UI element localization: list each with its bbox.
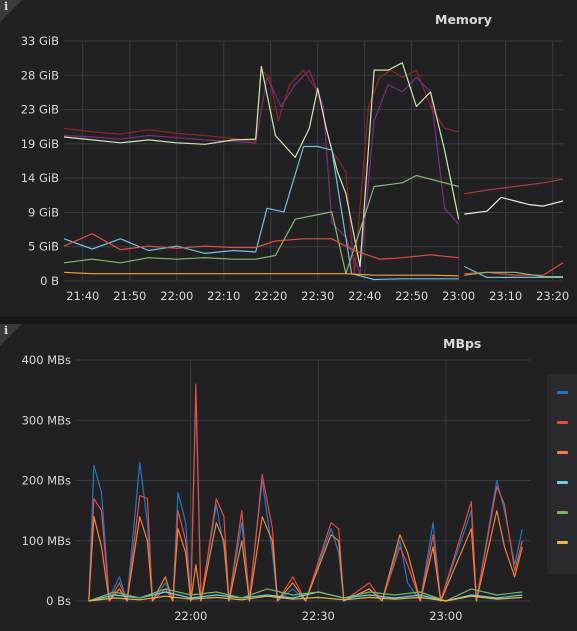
series-line[interactable] [88, 588, 523, 602]
series-line[interactable] [63, 62, 460, 268]
series-line[interactable] [464, 178, 564, 195]
x-tick-label: 22:10 [207, 289, 240, 303]
y-tick-label: 23 GiB [21, 103, 59, 117]
series-line[interactable] [63, 69, 459, 275]
legend-swatch[interactable] [557, 421, 568, 424]
series-line[interactable] [464, 196, 564, 215]
mbps-chart: 0 Bs 100 MBs 200 MBs 300 MBs 400 MBs 22:00 22:… [22, 353, 530, 623]
memory-panel-title[interactable]: Memory [435, 12, 492, 27]
series-line[interactable] [63, 271, 459, 277]
legend-swatch[interactable] [557, 481, 568, 484]
info-corner[interactable]: i [0, 324, 22, 346]
legend-swatch[interactable] [557, 541, 568, 544]
y-tick-label: 28 GiB [21, 68, 59, 82]
x-tick-label: 23:20 [536, 289, 569, 303]
y-tick-label: 0 Bs [46, 594, 71, 608]
x-tick-label: 23:00 [442, 289, 475, 303]
mbps-panel: i MBps 0 Bs 100 MBs 200 MBs 300 MBs 400 MBs 2… [0, 324, 577, 631]
series-line[interactable] [88, 395, 523, 602]
series-line[interactable] [63, 233, 459, 260]
info-corner[interactable]: i [0, 0, 22, 22]
y-tick-label: 9 GiB [28, 205, 59, 219]
series-line[interactable] [63, 69, 460, 275]
series-line[interactable] [88, 595, 523, 602]
series-line[interactable] [464, 271, 563, 278]
series-line[interactable] [63, 145, 459, 281]
x-tick-label: 23:00 [429, 609, 462, 623]
series-line[interactable] [88, 383, 523, 602]
mbps-panel-title[interactable]: MBps [443, 336, 482, 351]
mbps-legend [547, 374, 577, 574]
y-tick-label: 33 GiB [21, 34, 59, 48]
y-tick-label: 400 MBs [22, 353, 71, 367]
x-tick-label: 21:40 [66, 289, 99, 303]
memory-panel: i Memory 0 B 5 GiB 9 GiB 14 GiB 19 GiB 23 GiB… [0, 0, 577, 317]
x-tick-label: 21:50 [113, 289, 146, 303]
legend-swatch[interactable] [557, 511, 568, 514]
y-tick-label: 19 GiB [21, 137, 59, 151]
x-tick-label: 23:10 [489, 289, 522, 303]
legend-swatch[interactable] [557, 451, 568, 454]
x-tick-label: 22:40 [348, 289, 381, 303]
y-tick-label: 0 B [40, 274, 59, 288]
y-tick-label: 5 GiB [28, 240, 59, 254]
legend-swatch[interactable] [557, 391, 568, 394]
info-icon[interactable]: i [4, 0, 9, 13]
x-tick-label: 22:30 [301, 289, 334, 303]
x-tick-label: 22:00 [160, 289, 193, 303]
x-tick-label: 22:20 [254, 289, 287, 303]
y-tick-label: 100 MBs [22, 534, 71, 548]
series-line[interactable] [63, 174, 459, 275]
y-tick-label: 200 MBs [22, 474, 71, 488]
y-tick-label: 300 MBs [22, 413, 71, 427]
x-tick-label: 22:50 [395, 289, 428, 303]
memory-chart: 0 B 5 GiB 9 GiB 14 GiB 19 GiB 23 GiB 28 GiB 33 … [21, 34, 570, 303]
x-tick-label: 22:30 [302, 609, 335, 623]
x-tick-label: 22:00 [174, 609, 207, 623]
y-tick-label: 14 GiB [21, 171, 59, 185]
info-icon[interactable]: i [4, 324, 9, 337]
series-line[interactable] [88, 510, 523, 602]
